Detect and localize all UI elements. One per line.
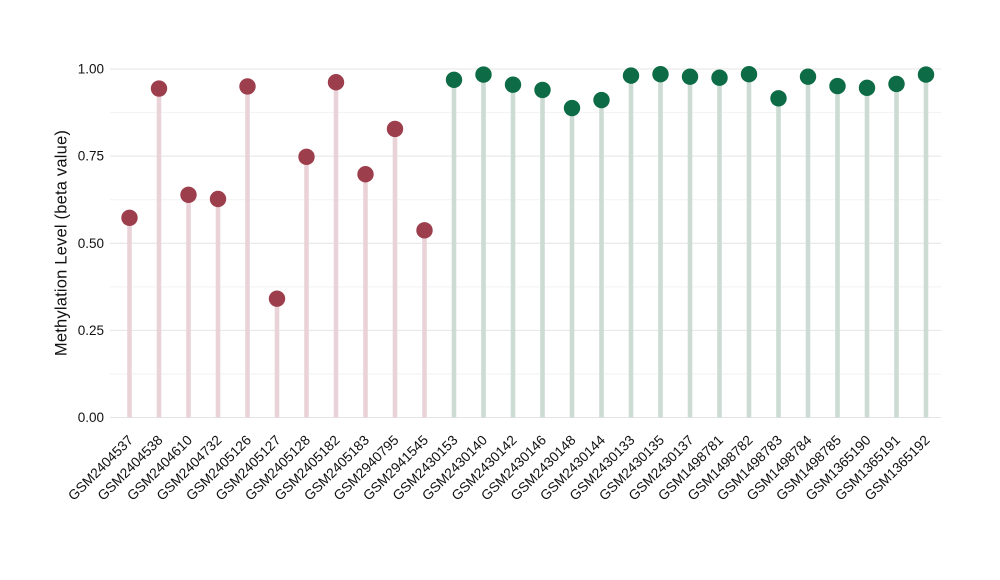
y-tick-label-0.75: 0.75: [78, 149, 104, 164]
point-GSM2404538: [150, 80, 168, 97]
point-GSM1498784: [799, 68, 817, 85]
point-GSM2430133: [622, 67, 640, 84]
point-GSM1498782: [740, 66, 758, 83]
y-tick-label-0.25: 0.25: [78, 323, 104, 338]
point-GSM2430140: [475, 66, 492, 83]
point-GSM2430137: [681, 68, 699, 85]
point-GSM2405127: [268, 290, 286, 307]
point-GSM1498781: [711, 69, 728, 86]
point-GSM2430148: [563, 99, 581, 117]
point-GSM1498783: [770, 90, 787, 107]
point-GSM2430153: [445, 71, 463, 89]
y-tick-label-0.50: 0.50: [78, 236, 104, 251]
point-GSM2404732: [209, 190, 227, 208]
point-GSM2940795: [386, 120, 404, 138]
point-GSM2405183: [357, 166, 374, 183]
point-GSM1498785: [829, 77, 846, 95]
point-GSM2430146: [534, 81, 551, 99]
point-GSM2405128: [298, 148, 315, 166]
point-GSM2404537: [121, 209, 138, 227]
y-tick-label-0.00: 0.00: [78, 410, 104, 425]
point-GSM1365191: [888, 75, 905, 93]
point-GSM2430135: [652, 66, 669, 83]
point-GSM2404610: [180, 186, 197, 204]
y-axis-title: Methylation Level (beta value): [52, 129, 71, 357]
point-GSM1365192: [917, 66, 935, 83]
point-GSM2941545: [416, 222, 433, 239]
point-GSM2430142: [504, 76, 522, 93]
point-GSM1365190: [858, 79, 876, 97]
point-GSM2405126: [239, 78, 256, 95]
y-tick-label-1.00: 1.00: [78, 62, 104, 77]
point-GSM2405182: [327, 74, 345, 91]
point-GSM2430144: [593, 91, 610, 109]
